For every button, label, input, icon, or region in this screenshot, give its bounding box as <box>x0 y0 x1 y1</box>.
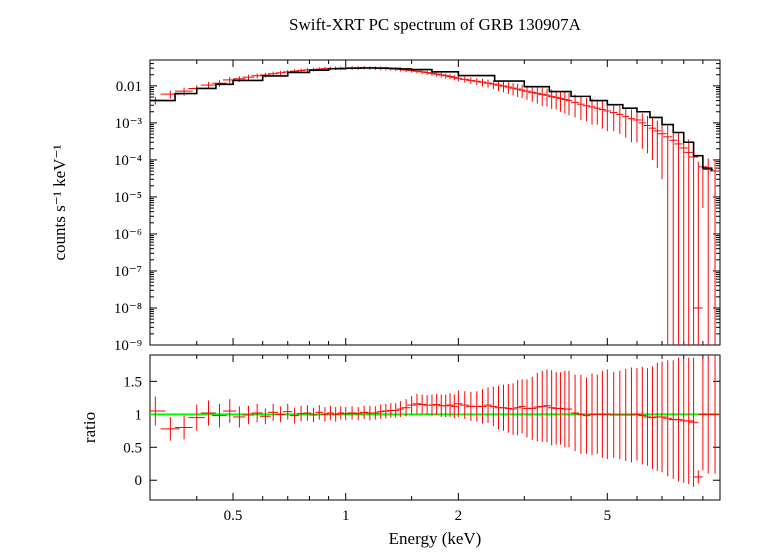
y-tick-label-bottom: 1.5 <box>123 374 142 390</box>
x-tick-label: 1 <box>342 508 350 524</box>
y-tick-label-top: 0.01 <box>116 79 142 95</box>
y-tick-label-top: 10⁻⁷ <box>114 264 142 280</box>
y-tick-label-top: 10⁻⁶ <box>114 227 142 243</box>
x-axis-label: Energy (keV) <box>389 529 482 548</box>
y-tick-label-top: 10⁻⁹ <box>114 338 142 354</box>
ratio-data-group <box>150 355 720 487</box>
y-tick-label-bottom: 0 <box>135 473 143 489</box>
x-tick-label: 2 <box>455 508 463 524</box>
y-tick-label-bottom: 0.5 <box>123 440 142 456</box>
y-tick-label-top: 10⁻⁴ <box>114 153 142 169</box>
model-curve <box>150 68 712 171</box>
y-axis-label-top: counts s⁻¹ keV⁻¹ <box>50 145 69 261</box>
y-tick-label-top: 10⁻³ <box>115 116 143 132</box>
y-tick-label-top: 10⁻⁸ <box>114 301 142 317</box>
y-tick-label-top: 10⁻⁵ <box>114 190 142 206</box>
chart-svg: Swift-XRT PC spectrum of GRB 130907A 0.5 1… <box>0 0 758 556</box>
bottom-panel-frame <box>150 355 720 500</box>
chart-title: Swift-XRT PC spectrum of GRB 130907A <box>289 15 582 34</box>
y-axis-label-bottom: ratio <box>80 412 99 443</box>
y-tick-label-bottom: 1 <box>135 407 143 423</box>
top-panel-frame <box>150 60 720 345</box>
chart-container: Swift-XRT PC spectrum of GRB 130907A 0.5 1… <box>0 0 758 556</box>
x-tick-label: 5 <box>604 508 612 524</box>
x-tick-label: 0.5 <box>224 508 243 524</box>
